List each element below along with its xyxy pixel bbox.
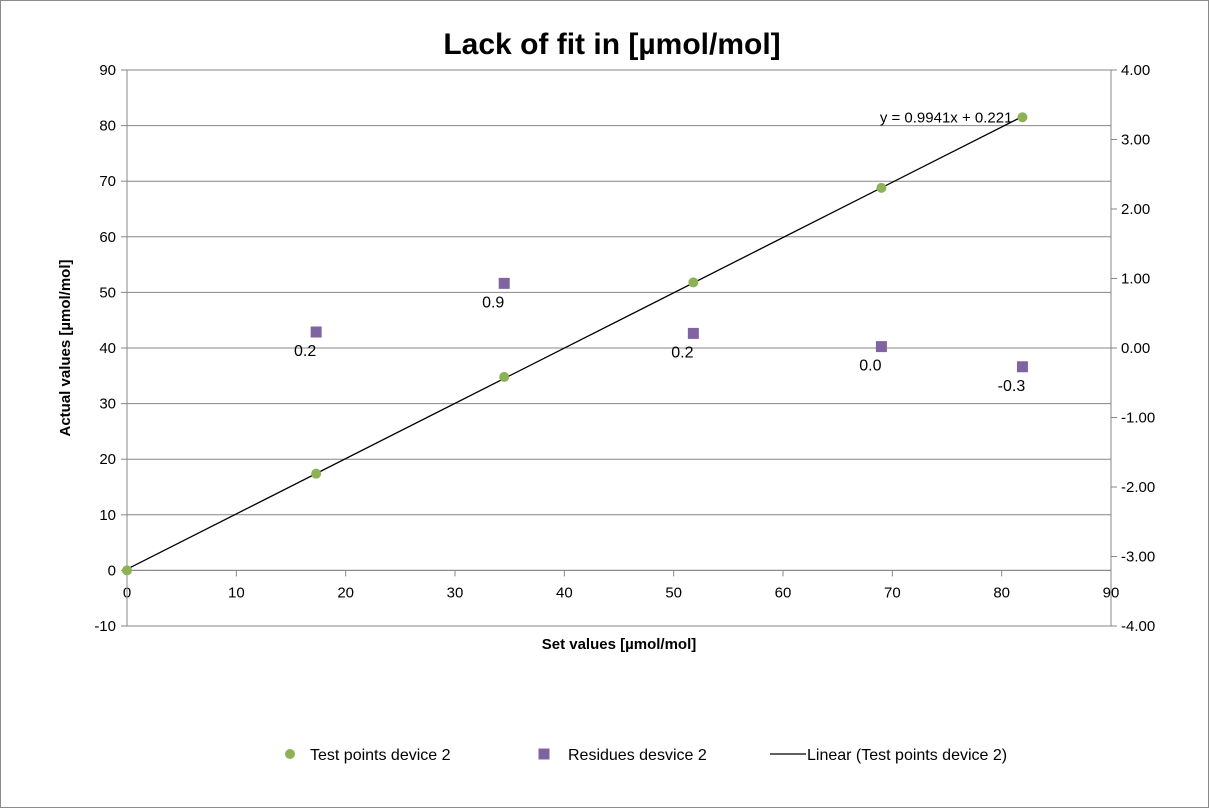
y2-tick-label: 2.00 <box>1121 201 1150 218</box>
y2-tick-label: 1.00 <box>1121 271 1150 288</box>
y-tick-label: 40 <box>99 340 116 357</box>
data-point-test <box>122 565 132 576</box>
y-tick-label: 60 <box>99 229 116 246</box>
y-axis-title: Actual values [µmol/mol] <box>57 259 74 436</box>
data-label: -0.3 <box>998 378 1026 395</box>
x-tick-label: 40 <box>556 584 573 601</box>
data-point-test <box>311 468 322 479</box>
x-tick-label: 20 <box>337 584 354 601</box>
data-point-test <box>499 371 510 382</box>
y2-tick-label: -2.00 <box>1121 479 1155 496</box>
x-axis-title: Set values [µmol/mol] <box>542 636 697 653</box>
x-tick-label: 80 <box>993 584 1010 601</box>
y-tick-label: 70 <box>99 173 116 190</box>
data-label: 0.2 <box>671 344 693 361</box>
legend-label-residue: Residues desvice 2 <box>568 747 707 764</box>
data-label: 0.2 <box>294 343 316 360</box>
y-tick-label: 80 <box>99 118 116 135</box>
y-tick-label: 0 <box>108 562 116 579</box>
y2-tick-label: -4.00 <box>1121 618 1155 635</box>
data-point-test <box>688 277 699 288</box>
y-tick-label: -10 <box>94 618 116 635</box>
data-point-residue <box>310 326 322 338</box>
data-point-residue <box>1016 361 1028 373</box>
chart-title: Lack of fit in [µmol/mol] <box>443 28 780 61</box>
y-tick-label: 90 <box>99 62 116 79</box>
data-label: 0.9 <box>482 294 504 311</box>
trendline-equation: y = 0.9941x + 0.221 <box>880 109 1013 126</box>
data-label: 0.0 <box>859 358 881 375</box>
legend-marker-test <box>285 749 295 759</box>
legend-label-test: Test points device 2 <box>310 747 451 764</box>
y-tick-label: 10 <box>99 507 116 524</box>
data-point-test <box>876 182 887 193</box>
data-points <box>122 112 1028 576</box>
y2-tick-label: -1.00 <box>1121 410 1155 427</box>
legend: Test points device 2 Residues desvice 2 Li… <box>285 747 1007 764</box>
data-labels: 0.2 0.9 0.2 0.0 -0.3 <box>294 294 1025 394</box>
trendline <box>126 115 1023 570</box>
y2-tick-label: 0.00 <box>1121 340 1150 357</box>
x-tick-label: 10 <box>228 584 245 601</box>
data-point-residue <box>498 277 510 289</box>
x-tick-label: 60 <box>775 584 792 601</box>
axes: -10 0 10 20 30 40 50 60 70 80 90 -4.00 -3.00 -2.00 -1.… <box>94 62 1155 635</box>
y2-tick-label: 3.00 <box>1121 132 1150 149</box>
data-point-residue <box>875 341 887 353</box>
x-tick-label: 50 <box>665 584 682 601</box>
legend-marker-residue <box>538 748 550 760</box>
legend-label-linear: Linear (Test points device 2) <box>807 747 1007 764</box>
x-tick-label: 70 <box>884 584 901 601</box>
y2-tick-label: 4.00 <box>1121 62 1150 79</box>
data-point-test <box>1017 112 1028 123</box>
gridlines <box>127 69 1111 627</box>
data-point-residue <box>687 327 699 339</box>
y-tick-label: 30 <box>99 396 116 413</box>
trendline-layer: y = 0.9941x + 0.221 <box>126 109 1023 570</box>
x-tick-label: 30 <box>447 584 464 601</box>
y-tick-label: 20 <box>99 451 116 468</box>
y-tick-label: 50 <box>99 284 116 301</box>
y2-tick-label: -3.00 <box>1121 549 1155 566</box>
